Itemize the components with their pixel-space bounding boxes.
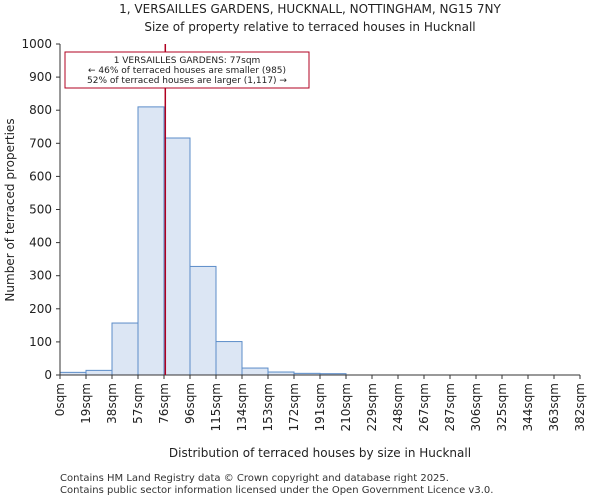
y-tick-label: 1000 — [21, 37, 52, 51]
annotation-line-1: 1 VERSAILLES GARDENS: 77sqm — [114, 56, 261, 66]
y-tick-label: 600 — [29, 169, 52, 183]
footer-line-2: Contains public sector information licen… — [60, 485, 494, 496]
x-tick-label: 115sqm — [209, 383, 223, 431]
x-tick-label: 229sqm — [365, 383, 379, 431]
x-tick-label: 248sqm — [391, 383, 405, 431]
histogram-bar — [111, 322, 139, 376]
x-tick-label: 344sqm — [521, 383, 535, 431]
x-tick-label: 19sqm — [79, 383, 93, 424]
x-tick-label: 172sqm — [287, 383, 301, 431]
x-tick-label: 134sqm — [235, 383, 249, 431]
x-tick-label: 76sqm — [157, 383, 171, 424]
y-axis-label: Number of terraced properties — [3, 118, 17, 301]
y-tick-label: 700 — [29, 136, 52, 150]
histogram-bar — [85, 369, 113, 376]
footer-line-1: Contains HM Land Registry data © Crown c… — [60, 473, 449, 484]
x-tick-label: 153sqm — [261, 383, 275, 431]
y-tick-label: 200 — [29, 302, 52, 316]
y-tick-label: 100 — [29, 335, 52, 349]
x-tick-label: 210sqm — [339, 383, 353, 431]
y-tick-label: 400 — [29, 236, 52, 250]
histogram-bar — [163, 137, 191, 376]
x-tick-label: 363sqm — [547, 383, 561, 431]
annotation-line-3: 52% of terraced houses are larger (1,117… — [87, 76, 287, 86]
x-axis-ticks: 0sqm 19sqm 38sqm 57sqm 76sqm 96sqm 115sqm 134sq… — [53, 375, 587, 431]
annotation-line-2: ← 46% of terraced houses are smaller (98… — [88, 66, 286, 76]
histogram-bar — [137, 106, 165, 376]
histogram-bar — [215, 341, 243, 376]
x-tick-label: 306sqm — [469, 383, 483, 431]
annotation-box: 1 VERSAILLES GARDENS: 77sqm ← 46% of ter… — [64, 51, 310, 89]
x-axis-label: Distribution of terraced houses by size … — [169, 446, 471, 460]
x-tick-label: 267sqm — [417, 383, 431, 431]
y-tick-label: 300 — [29, 269, 52, 283]
x-tick-label: 96sqm — [183, 383, 197, 424]
x-tick-label: 325sqm — [495, 383, 509, 431]
x-tick-label: 38sqm — [105, 383, 119, 424]
y-tick-label: 900 — [29, 70, 52, 84]
y-tick-label: 0 — [44, 368, 52, 382]
y-tick-label: 500 — [29, 203, 52, 217]
histogram-bar — [189, 265, 217, 376]
chart-subtitle: Size of property relative to terraced ho… — [144, 20, 475, 34]
x-tick-label: 0sqm — [53, 383, 67, 416]
y-tick-label: 800 — [29, 103, 52, 117]
y-axis-ticks: 0 100 200 300 400 500 600 700 800 900 1000 — [21, 37, 60, 382]
x-tick-label: 287sqm — [443, 383, 457, 431]
x-tick-label: 191sqm — [313, 383, 327, 431]
x-tick-label: 382sqm — [573, 383, 587, 431]
x-tick-label: 57sqm — [131, 383, 145, 424]
chart-title: 1, VERSAILLES GARDENS, HUCKNALL, NOTTING… — [119, 2, 501, 16]
bars-group — [59, 106, 347, 376]
histogram-bar — [241, 367, 269, 376]
